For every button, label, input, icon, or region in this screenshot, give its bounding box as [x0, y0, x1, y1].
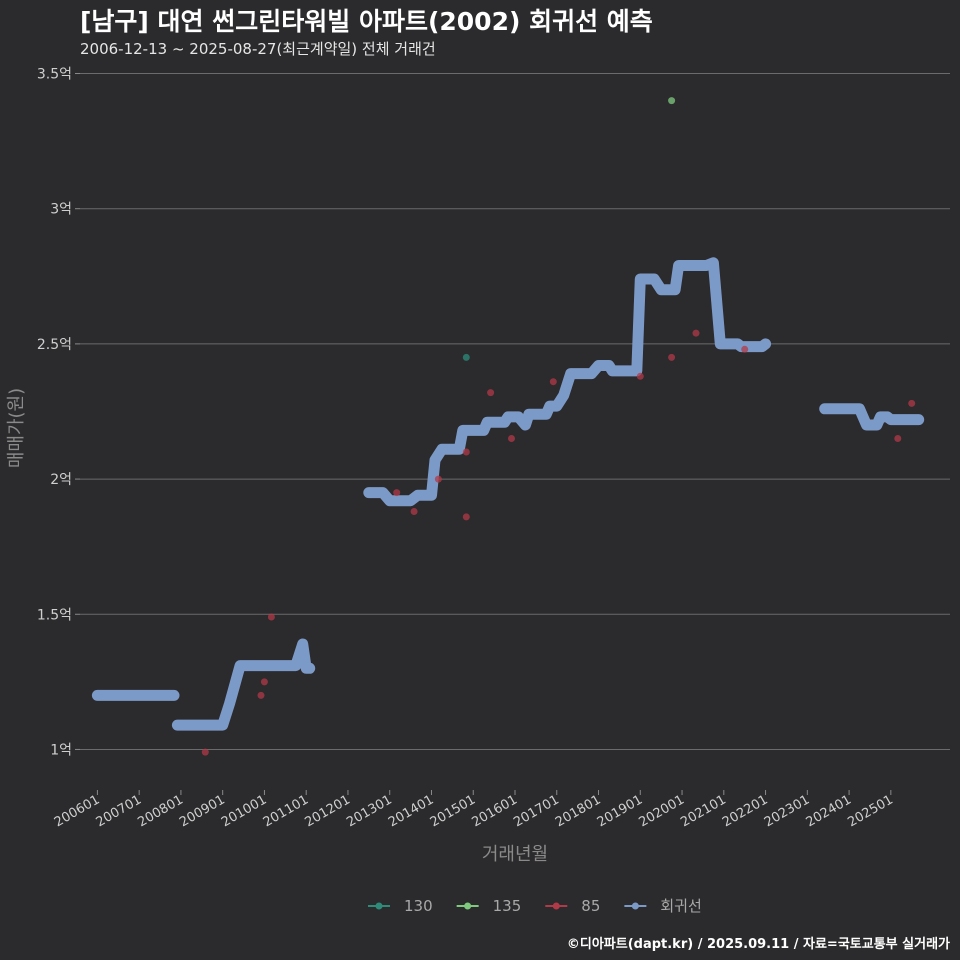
data-points: [201, 97, 916, 756]
data-point-85: [434, 475, 442, 483]
data-point-85: [267, 613, 275, 621]
y-tick-label: 3.5억: [37, 67, 72, 83]
x-tick-label: 201601: [470, 792, 520, 830]
data-point-85: [462, 448, 470, 456]
y-tick-label: 3억: [50, 202, 72, 218]
legend-item: 85: [545, 897, 600, 915]
x-tick-label: 201101: [261, 792, 311, 830]
y-axis-label: 매매가(원): [6, 388, 27, 468]
legend-label: 회귀선: [660, 897, 701, 915]
data-point-85: [410, 508, 418, 515]
x-tick-label: 200701: [94, 792, 144, 830]
data-point-130: [462, 353, 470, 361]
x-tick-label: 201901: [595, 792, 645, 830]
data-point-85: [549, 378, 557, 386]
data-point-85: [668, 353, 676, 361]
x-tick-label: 200601: [52, 792, 102, 830]
x-tick-label: 200801: [135, 792, 185, 830]
data-point-85: [462, 513, 470, 521]
x-tick-label: 202001: [637, 792, 687, 830]
data-point-85: [260, 678, 268, 686]
regression-segment: [819, 403, 925, 431]
y-tick-label: 1.5억: [37, 607, 72, 623]
legend-item: 회귀선: [624, 897, 702, 915]
data-point-85: [393, 489, 401, 497]
legend-item: 135: [456, 897, 522, 915]
data-point-85: [636, 372, 644, 380]
data-point-85: [508, 435, 515, 442]
x-tick-label: 201501: [428, 792, 478, 830]
x-tick-label: 202201: [720, 792, 770, 830]
x-tick-label: 202301: [762, 792, 812, 830]
data-point-135: [668, 97, 676, 105]
y-axis-ticks: 1억 1.5억 2억 2.5억 3억 3.5억: [37, 67, 80, 758]
chart-subtitle: 2006-12-13 ~ 2025-08-27(최근계약일) 전체 거래건: [80, 40, 436, 58]
legend-label: 130: [404, 897, 433, 915]
data-point-85: [201, 748, 209, 756]
regression-segment: [363, 257, 772, 507]
data-point-85: [487, 389, 495, 397]
legend-item: 130: [368, 897, 433, 915]
data-point-85: [894, 435, 902, 442]
data-point-85: [908, 399, 916, 407]
chart-caption: ©디아파트(dapt.kr) / 2025.09.11 / 자료=국토교통부 실…: [566, 937, 950, 952]
x-tick-label: 202501: [845, 792, 895, 830]
y-tick-label: 2억: [50, 472, 72, 488]
data-point-85: [692, 329, 700, 337]
legend-label: 85: [581, 897, 600, 915]
x-tick-label: 200901: [177, 792, 227, 830]
x-tick-label: 202401: [804, 792, 854, 830]
x-tick-label: 201201: [302, 792, 352, 830]
data-point-85: [257, 691, 265, 699]
legend-label: 135: [493, 897, 522, 915]
data-point-85: [741, 345, 749, 353]
legend-key-dot: [552, 902, 560, 910]
y-tick-label: 2.5억: [37, 337, 72, 353]
chart-title: [남구] 대연 썬그린타워빌 아파트(2002) 회귀선 예측: [80, 7, 653, 36]
legend: 130 135 85 회귀선: [368, 897, 702, 915]
x-tick-label: 201701: [511, 792, 561, 830]
x-axis-label: 거래년월: [482, 844, 548, 865]
x-tick-label: 201301: [344, 792, 394, 830]
y-tick-label: 1억: [50, 742, 72, 758]
x-tick-label: 201401: [386, 792, 436, 830]
x-tick-label: 201801: [553, 792, 603, 830]
legend-key-dot: [375, 902, 383, 910]
regression-line: [91, 257, 925, 731]
legend-key-dot: [464, 902, 472, 910]
x-axis-ticks: 2006012007012008012009012010012011012012…: [52, 790, 896, 830]
gridlines: [80, 73, 950, 750]
x-tick-label: 202101: [678, 792, 728, 830]
x-tick-label: 201001: [219, 792, 269, 830]
legend-key-dot: [631, 902, 639, 910]
regression-segment: [171, 638, 316, 731]
